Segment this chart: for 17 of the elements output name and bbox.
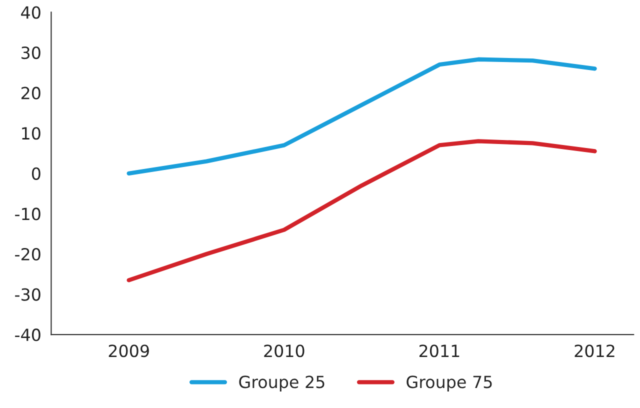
y-tick-label: 10 <box>22 127 40 140</box>
legend-label: Groupe 75 <box>406 376 492 392</box>
y-tick-label: -40 <box>15 328 40 342</box>
line-series <box>126 139 597 282</box>
x-tick-label: 2010 <box>264 344 304 358</box>
y-tick-label: -10 <box>15 208 40 220</box>
y-tick-label: 20 <box>21 86 40 100</box>
x-tick-label: 2009 <box>108 344 149 358</box>
line-series <box>126 57 597 176</box>
y-tick-label: 30 <box>22 46 40 60</box>
y-tick-label: -30 <box>15 288 40 301</box>
x-tick-label: 2011 <box>419 344 460 358</box>
y-tick-label: -20 <box>15 248 40 261</box>
legend-label: Groupe 25 <box>239 376 324 392</box>
x-tick-label: 2012 <box>574 344 614 358</box>
y-tick-label: 40 <box>21 6 40 19</box>
y-tick-label: 0 <box>32 167 40 180</box>
